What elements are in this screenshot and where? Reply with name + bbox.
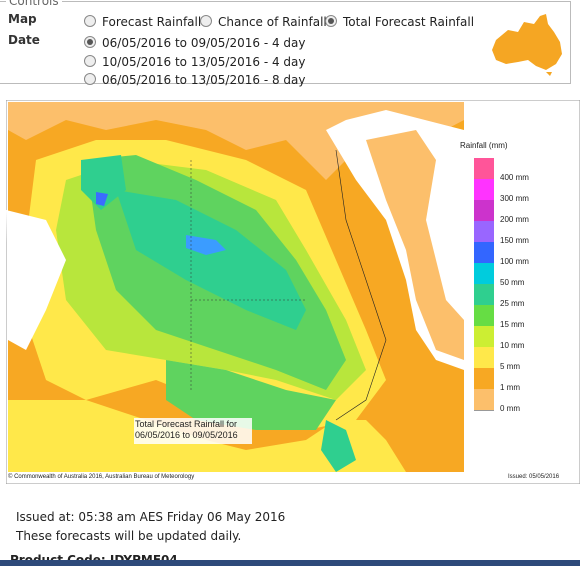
update-note: These forecasts will be updated daily. xyxy=(16,529,242,543)
date-label: Date xyxy=(8,33,40,47)
date-option[interactable]: 10/05/2016 to 13/05/2016 - 4 day xyxy=(84,55,305,69)
legend-label: 50 mm xyxy=(500,278,525,287)
date-option[interactable]: 06/05/2016 to 09/05/2016 - 4 day xyxy=(84,36,305,50)
legend-label: 150 mm xyxy=(500,236,529,245)
map-option[interactable]: Chance of Rainfall xyxy=(200,15,327,29)
issued-date: Issued: 05/05/2016 xyxy=(508,474,560,480)
option-text: Forecast Rainfall xyxy=(102,15,202,29)
legend-label: 100 mm xyxy=(500,257,529,266)
map-option[interactable]: Total Forecast Rainfall xyxy=(325,15,474,29)
option-text: 06/05/2016 to 09/05/2016 - 4 day xyxy=(102,36,306,50)
legend-label: 1 mm xyxy=(500,383,520,392)
map-option[interactable]: Forecast Rainfall xyxy=(84,15,201,29)
legend-swatches xyxy=(474,158,494,411)
issued-at: Issued at: 05:38 am AES Friday 06 May 20… xyxy=(16,510,286,524)
legend-label: 0 mm xyxy=(500,404,520,413)
legend-label: 400 mm xyxy=(500,173,529,182)
rainfall-map xyxy=(6,100,580,484)
legend-label: 15 mm xyxy=(500,320,525,329)
legend-title: Rainfall (mm) xyxy=(460,141,508,150)
date-option[interactable]: 06/05/2016 to 13/05/2016 - 8 day xyxy=(84,73,305,87)
map-label: Map xyxy=(8,12,37,26)
legend-label: 25 mm xyxy=(500,299,525,308)
option-text: 10/05/2016 to 13/05/2016 - 4 day xyxy=(102,55,306,69)
legend-label: 10 mm xyxy=(500,341,525,350)
controls-panel: Controls xyxy=(0,0,571,84)
option-text: Total Forecast Rainfall xyxy=(343,15,475,29)
bottom-bar xyxy=(0,560,580,566)
legend-label: 200 mm xyxy=(500,215,529,224)
legend-label: 5 mm xyxy=(500,362,520,371)
legend-label: 300 mm xyxy=(500,194,529,203)
australia-icon xyxy=(492,14,562,76)
option-text: 06/05/2016 to 13/05/2016 - 8 day xyxy=(102,73,306,87)
map-caption: Total Forecast Rainfall for 06/05/2016 t… xyxy=(135,419,238,441)
caption-line: 06/05/2016 to 09/05/2016 xyxy=(135,430,238,440)
option-text: Chance of Rainfall xyxy=(218,15,327,29)
controls-title: Controls xyxy=(9,0,59,8)
copyright: © Commonwealth of Australia 2016, Austra… xyxy=(8,474,195,480)
caption-line: Total Forecast Rainfall for xyxy=(135,419,238,429)
